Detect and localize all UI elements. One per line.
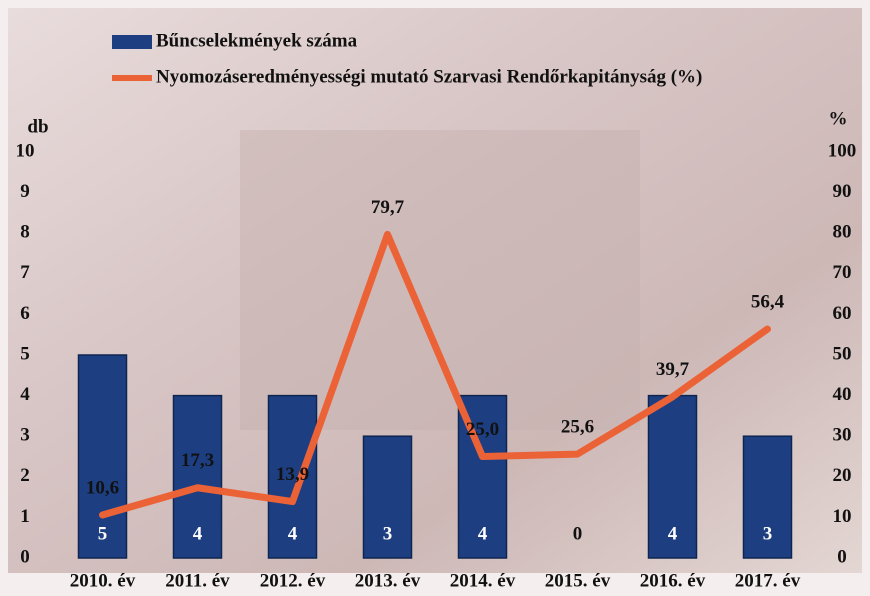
bar-value-label: 4 (668, 523, 678, 544)
y-tick-label: 3 (20, 425, 30, 446)
y2-tick-label: 60 (833, 303, 852, 324)
line-value-label: 25,6 (561, 416, 594, 437)
y-tick-label: 1 (20, 506, 30, 527)
y-tick-label: 5 (20, 343, 30, 364)
bar-value-label: 4 (193, 523, 203, 544)
y-tick-label: 2 (20, 465, 30, 486)
y-tick-label: 6 (20, 303, 30, 324)
y-tick-label: 10 (16, 140, 35, 161)
y-tick-label: 8 (20, 222, 30, 243)
y2-tick-label: 10 (833, 506, 852, 527)
x-tick-label: 2012. év (260, 570, 326, 591)
y2-tick-label: 30 (833, 425, 852, 446)
bar-value-label: 4 (478, 523, 488, 544)
y2-tick-label: 80 (833, 222, 852, 243)
y2-tick-label: 70 (833, 262, 852, 283)
y-tick-label: 0 (20, 546, 30, 567)
y2-tick-label: 50 (833, 343, 852, 364)
bar-value-label: 3 (763, 523, 773, 544)
bar-value-label: 3 (383, 523, 393, 544)
x-tick-label: 2013. év (355, 570, 421, 591)
x-tick-label: 2017. év (735, 570, 801, 591)
y2-tick-label: 20 (833, 465, 852, 486)
bar-value-label: 4 (288, 523, 298, 544)
line-value-label: 10,6 (86, 477, 119, 498)
bar-value-label: 0 (573, 523, 583, 544)
legend-label: Bűncselekmények száma (156, 30, 358, 51)
line-value-label: 25,0 (466, 419, 499, 440)
legend-swatch (112, 35, 152, 49)
y-tick-label: 4 (20, 384, 30, 405)
building (240, 130, 640, 430)
line-value-label: 79,7 (371, 197, 405, 218)
bar (742, 435, 793, 559)
bar (267, 394, 318, 559)
line (99, 230, 771, 519)
legend-label: Nyomozáseredményességi mutató Szarvasi R… (156, 66, 702, 87)
bar (647, 394, 698, 559)
y2-tick-label: 90 (833, 181, 852, 202)
x-tick-label: 2015. év (545, 570, 611, 591)
bar-value-label: 5 (98, 523, 108, 544)
x-tick-label: 2016. év (640, 570, 706, 591)
x-tick-label: 2011. év (165, 570, 230, 591)
bar (172, 394, 223, 559)
line-value-label: 17,3 (181, 450, 214, 471)
bar (362, 435, 413, 559)
y-tick-label: 9 (20, 181, 30, 202)
y-tick-label: 7 (20, 262, 30, 283)
y-axis-label: db (27, 116, 48, 137)
y2-axis-label: % (829, 108, 848, 129)
line-value-label: 56,4 (751, 291, 785, 312)
y2-tick-label: 0 (837, 546, 847, 567)
line-value-label: 39,7 (656, 359, 690, 380)
x-tick-label: 2010. év (70, 570, 136, 591)
line-value-label: 13,9 (276, 464, 309, 485)
y2-tick-label: 100 (828, 140, 857, 161)
y2-tick-label: 40 (833, 384, 852, 405)
x-tick-label: 2014. év (450, 570, 516, 591)
bar (77, 354, 128, 559)
